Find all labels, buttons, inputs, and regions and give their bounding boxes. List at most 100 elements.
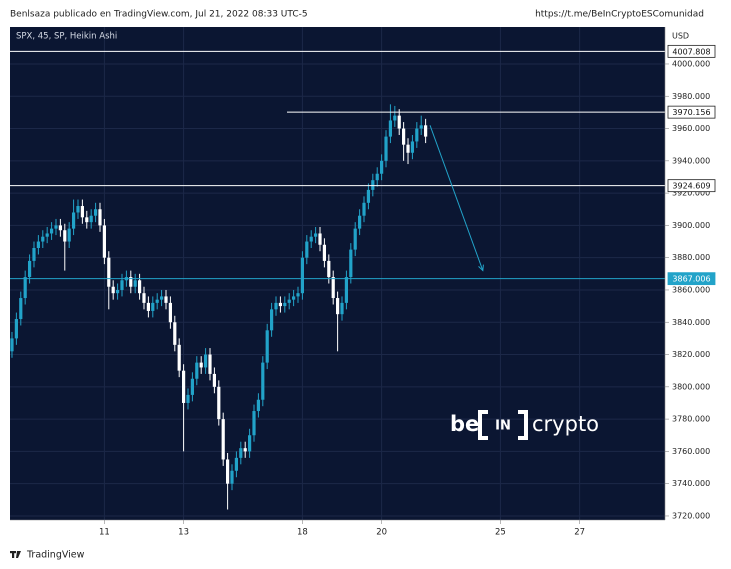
candle-body	[58, 225, 62, 231]
logo-mark	[16, 551, 21, 558]
y-tick-label: 4000.000	[672, 59, 710, 68]
candle-body	[252, 411, 256, 436]
y-tick-label: 3740.000	[672, 479, 710, 488]
logo-mark	[12, 551, 15, 558]
candle-body	[45, 233, 49, 237]
candle-body	[115, 289, 120, 294]
level-label: 3924.609	[672, 182, 710, 191]
candle-body	[32, 247, 36, 261]
candle-body	[419, 125, 423, 129]
level-label-box	[667, 272, 716, 286]
candle-body	[265, 330, 269, 363]
y-tick-label: 3720.000	[672, 511, 710, 520]
candle-body	[270, 309, 274, 331]
candle-body	[181, 370, 186, 403]
candle-body	[234, 457, 239, 471]
y-tick-label: 3820.000	[672, 350, 710, 359]
candle-body	[80, 206, 84, 218]
candle-body	[278, 302, 283, 307]
candle-body	[93, 209, 98, 216]
candle-body	[349, 249, 353, 278]
watermark-text: crypto	[532, 412, 599, 436]
candle-body	[36, 241, 40, 248]
candle-body	[331, 277, 335, 299]
candle-body	[287, 299, 291, 303]
level-label-box	[667, 105, 716, 119]
url[interactable]: https://t.me/BeInCryptoESComunidad	[535, 10, 704, 20]
candle-body	[159, 296, 164, 300]
candle-body	[366, 189, 371, 203]
candle-body	[318, 233, 322, 245]
level-label: 3970.156	[672, 108, 710, 117]
candle-body	[49, 228, 54, 234]
overlay: be IN crypto	[10, 50, 665, 440]
candle-body	[300, 257, 305, 294]
candle-body	[256, 399, 261, 412]
x-tick-label: 27	[574, 528, 585, 538]
candle-body	[283, 302, 287, 307]
candle-body	[406, 144, 410, 153]
y-tick-label: 3940.000	[672, 156, 710, 165]
arrow-head	[478, 264, 484, 272]
candle-body	[142, 293, 146, 303]
candle-body	[76, 206, 80, 213]
level-label: 4007.808	[672, 47, 710, 56]
candle-body	[248, 435, 252, 452]
candle-body	[217, 386, 221, 420]
candle-body	[111, 286, 115, 294]
candle-body	[186, 394, 190, 403]
level-label: 3867.006	[672, 275, 710, 284]
candle-body	[168, 302, 172, 323]
y-tick-label: 3980.000	[672, 92, 710, 101]
x-tick-label: 18	[297, 528, 308, 538]
y-tick-label: 3780.000	[672, 415, 710, 424]
x-tick-label: 11	[99, 528, 110, 538]
level-label-box	[667, 44, 716, 58]
candle-body	[402, 128, 406, 145]
candle-body	[362, 202, 366, 216]
candle-body	[230, 470, 234, 484]
author-line: Benlsaza publicado en TradingView.com, J…	[10, 10, 308, 20]
candle-body	[221, 419, 225, 460]
candle-body	[225, 459, 230, 484]
candle-body	[410, 141, 415, 153]
candle-body	[397, 115, 401, 129]
candle-body	[239, 448, 243, 458]
candle-body	[41, 236, 45, 242]
candle-body	[296, 293, 300, 297]
candle-body	[155, 299, 159, 303]
candle-body	[384, 136, 388, 161]
candle-body	[133, 280, 137, 287]
y-tick-label: 3840.000	[672, 318, 710, 327]
tradingview-logo: TradingView	[10, 550, 85, 561]
candle-body	[388, 120, 393, 137]
candle-body	[23, 277, 27, 299]
candle-body	[305, 241, 309, 258]
candle-body	[344, 277, 349, 303]
candle-body	[71, 212, 76, 229]
candle-body	[151, 302, 155, 311]
candle-body	[190, 378, 194, 395]
candle-body	[67, 228, 71, 242]
y-unit: USD	[672, 32, 689, 41]
candle-body	[292, 296, 296, 300]
candle-body	[195, 362, 199, 379]
candle-body	[89, 215, 93, 223]
y-tick-label: 3900.000	[672, 221, 710, 230]
candle-body	[10, 338, 14, 352]
candle-body	[340, 302, 344, 315]
candle-body	[261, 362, 265, 400]
candle-body	[415, 128, 419, 142]
candle-body	[14, 319, 18, 339]
candle-body	[164, 296, 168, 303]
candle-body	[173, 322, 177, 345]
plot-area	[10, 27, 665, 520]
candle-body	[327, 260, 331, 278]
candle-body	[353, 228, 357, 250]
x-tick-label: 20	[376, 528, 387, 538]
candle-body	[203, 354, 208, 368]
candle-body	[322, 244, 327, 261]
marks	[10, 104, 428, 510]
y-tick-label: 3920.000	[672, 189, 710, 198]
